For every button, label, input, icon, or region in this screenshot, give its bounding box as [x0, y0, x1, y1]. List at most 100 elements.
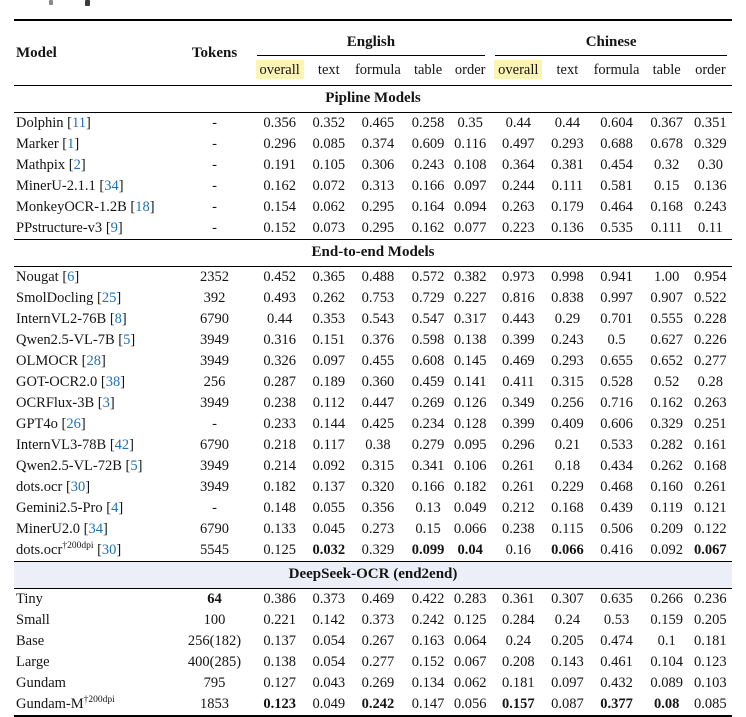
tokens-cell: 6790: [200, 310, 230, 327]
subheader-row: overall text formula table order overall…: [14, 56, 732, 86]
metric-cell: 0.15: [653, 177, 680, 194]
metric-cell: 0.439: [600, 499, 633, 516]
tokens-cell: 1853: [200, 695, 230, 712]
metric-cell: 0.454: [600, 156, 633, 173]
tokens-cell: 392: [203, 289, 226, 306]
model-name: Qwen2.5-VL-72B: [16, 457, 122, 474]
metric-cell: 0.062: [312, 198, 346, 215]
metric-cell: 0.145: [453, 352, 487, 369]
metric-cell: 0.469: [361, 590, 395, 607]
metric-cell: 0.53: [603, 611, 630, 628]
metric-cell: 0.973: [501, 268, 535, 285]
tokens-cell: 256: [203, 373, 226, 390]
metric-cell: 0.269: [411, 394, 445, 411]
model-name-cell: GPT4o [26]: [14, 414, 177, 435]
table-row: Large 400(285) 0.138 0.054 0.277 0.152 0.067 0.…: [14, 652, 732, 673]
citation-link[interactable]: 1: [67, 135, 75, 152]
citation-link[interactable]: 11: [72, 114, 86, 131]
metric-cell: 0.142: [312, 611, 346, 628]
metric-cell: 0.062: [453, 674, 487, 691]
benchmark-results-table: Model Tokens English Chinese overall tex…: [14, 19, 732, 717]
citation: [11]: [63, 114, 91, 131]
citation-link[interactable]: 3: [102, 394, 110, 411]
metric-cell: 0.351: [694, 114, 727, 131]
metric-cell: 0.205: [694, 611, 727, 628]
metric-cell: 0.688: [600, 135, 633, 152]
model-name-cell: Tiny: [14, 589, 177, 611]
citation-link[interactable]: 18: [135, 198, 150, 215]
metric-cell: 0.464: [600, 198, 633, 215]
metric-cell: 0.115: [551, 520, 584, 537]
metric-cell: 0.44: [266, 310, 293, 327]
citation-link[interactable]: 6: [67, 268, 75, 285]
metric-cell: 0.261: [501, 457, 535, 474]
metric-cell: 0.127: [263, 674, 296, 691]
citation-link[interactable]: 5: [123, 331, 131, 348]
tokens-cell: -: [212, 156, 217, 173]
citation-link[interactable]: 34: [104, 177, 119, 194]
citation: [3]: [94, 394, 115, 411]
metric-cell: 0.443: [501, 310, 535, 327]
group-header-english: English: [252, 20, 491, 56]
metric-cell: 0.315: [361, 457, 395, 474]
metric-cell: 0.306: [361, 156, 395, 173]
table-row: Qwen2.5-VL-72B [5] 3949 0.214 0.092 0.315 0.3…: [14, 456, 732, 477]
citation-link[interactable]: 5: [130, 457, 138, 474]
metric-cell: 0.282: [650, 436, 683, 453]
citation-link[interactable]: 28: [86, 352, 102, 369]
model-superscript: †200dpi: [83, 694, 115, 705]
citation-link[interactable]: 30: [101, 541, 117, 558]
metric-cell: 0.097: [551, 674, 584, 691]
model-name: Nougat: [16, 268, 59, 285]
metric-cell: 0.147: [411, 695, 445, 712]
metric-cell: 0.447: [361, 394, 395, 411]
table-row: Base 256(182) 0.137 0.054 0.267 0.163 0.064 0.2…: [14, 631, 732, 652]
section-title: DeepSeek-OCR (end2end): [14, 561, 732, 589]
metric-cell: 0.089: [650, 674, 683, 691]
tokens-cell: -: [212, 499, 217, 516]
citation: [5]: [114, 331, 136, 348]
model-name: Dolphin: [16, 114, 64, 131]
metric-cell: 0.432: [600, 674, 633, 691]
metric-cell: 0.381: [551, 156, 584, 173]
citation-link[interactable]: 26: [66, 415, 81, 432]
group-header-row: Model Tokens English Chinese: [14, 20, 732, 61]
tokens-cell: 64: [207, 590, 222, 607]
metric-cell: 0.166: [411, 177, 445, 194]
table-row: dots.ocr [30] 3949 0.182 0.137 0.320 0.166 0.1…: [14, 477, 732, 498]
metric-cell: 0.474: [600, 632, 633, 649]
metric-cell: 0.099: [411, 541, 445, 558]
column-header-order-english: order: [454, 62, 486, 78]
citation-link[interactable]: 8: [114, 310, 122, 327]
model-name: dots.ocr: [16, 541, 63, 558]
metric-cell: 0.416: [600, 541, 633, 558]
metric-cell: 0.997: [600, 289, 633, 306]
citation-link[interactable]: 42: [114, 436, 130, 453]
metric-cell: 0.422: [411, 590, 445, 607]
metric-cell: 0.409: [551, 415, 584, 432]
metric-cell: 0.128: [453, 415, 487, 432]
citation-link[interactable]: 30: [70, 478, 86, 495]
metric-cell: 0.085: [694, 695, 727, 712]
metric-cell: 0.123: [694, 653, 727, 670]
section-title: End-to-end Models: [14, 239, 732, 267]
citation-link[interactable]: 38: [105, 373, 121, 390]
metric-cell: 0.243: [551, 331, 584, 348]
metric-cell: 0.228: [694, 310, 727, 327]
metric-cell: 0.701: [600, 310, 633, 327]
citation-link[interactable]: 9: [110, 219, 118, 236]
table-row: GPT4o [26] - 0.233 0.144 0.425 0.234 0.128 0.39…: [14, 414, 732, 435]
metric-cell: 0.399: [501, 331, 535, 348]
metric-cell: 0.151: [312, 331, 346, 348]
metric-cell: 0.52: [653, 373, 680, 390]
citation-link[interactable]: 4: [111, 499, 119, 516]
metric-cell: 0.488: [361, 268, 395, 285]
citation-link[interactable]: 34: [88, 520, 104, 537]
metric-cell: 0.469: [501, 352, 535, 369]
citation-link[interactable]: 2: [73, 156, 81, 173]
metric-cell: 0.29: [554, 310, 581, 327]
metric-cell: 0.243: [694, 198, 727, 215]
citation: [8]: [106, 310, 127, 327]
citation-link[interactable]: 25: [101, 289, 117, 306]
metric-cell: 0.13: [415, 499, 441, 516]
